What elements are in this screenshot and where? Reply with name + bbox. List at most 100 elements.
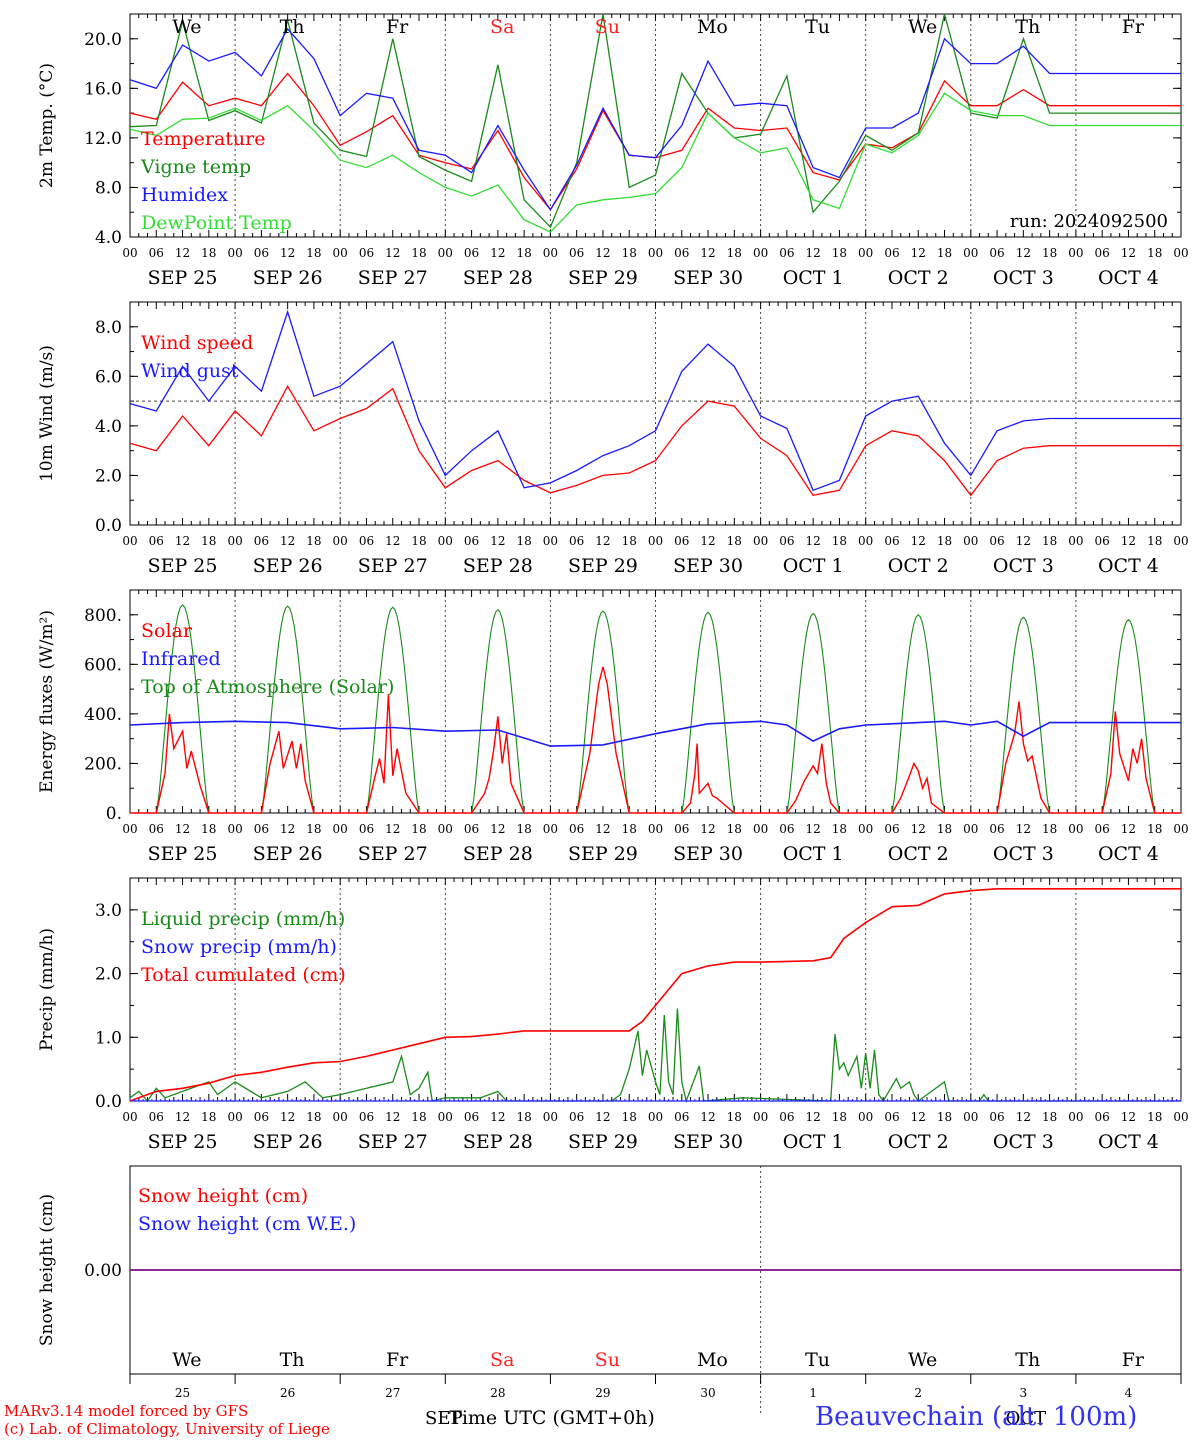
- month-label-oct: OCT: [1006, 1408, 1047, 1429]
- hour-label: 06: [569, 1110, 584, 1124]
- hour-label: 06: [779, 1110, 794, 1124]
- y-tick-label: 4.0: [95, 417, 122, 437]
- date-label: OCT 3: [993, 555, 1054, 577]
- hour-label: 00: [648, 1110, 663, 1124]
- hour-label: 06: [674, 1110, 689, 1124]
- day-number: 4: [1125, 1386, 1133, 1400]
- y-tick-label: 400.: [84, 705, 122, 725]
- series-line-lightgreen: [129, 92, 1181, 233]
- hour-label: 00: [333, 246, 348, 260]
- day-name: Th: [280, 16, 305, 38]
- legend-entry: Snow height (cm): [138, 1185, 308, 1207]
- hour-label: 12: [385, 534, 400, 548]
- hour-label: 00: [543, 822, 558, 836]
- y-tick-label: 8.0: [95, 318, 122, 338]
- y-tick-label: 8.0: [95, 178, 122, 198]
- series-line-green: [129, 13, 1181, 229]
- hour-label: 18: [1147, 534, 1162, 548]
- hour-label: 06: [884, 246, 899, 260]
- y-tick-label: 4.0: [95, 228, 122, 248]
- toa-solar-line: [260, 605, 315, 814]
- hour-label: 18: [727, 246, 742, 260]
- hour-label: 00: [122, 822, 137, 836]
- hour-label: 18: [1042, 534, 1057, 548]
- panel-3: 00 06 12 18 00 06 12 18 00 06 12 18 00 06 12 18 00 06 12 18…: [37, 589, 1189, 865]
- hour-label: 00: [543, 1110, 558, 1124]
- date-label: SEP 30: [673, 843, 743, 865]
- hour-label: 12: [490, 822, 505, 836]
- date-label: OCT 1: [783, 843, 844, 865]
- hour-label: 06: [569, 246, 584, 260]
- hour-label: 18: [516, 534, 531, 548]
- hour-label: 00: [858, 822, 873, 836]
- date-label: SEP 25: [148, 555, 218, 577]
- hour-label: 12: [806, 246, 821, 260]
- hour-label: 12: [595, 534, 610, 548]
- hour-label: 00: [227, 822, 242, 836]
- hour-label: 06: [359, 534, 374, 548]
- hour-label: 12: [1121, 246, 1136, 260]
- hour-label: 00: [227, 246, 242, 260]
- day-number: 27: [385, 1386, 400, 1400]
- date-label: OCT 2: [888, 1131, 949, 1153]
- hour-label: 18: [727, 822, 742, 836]
- date-label: SEP 28: [463, 843, 533, 865]
- date-label: SEP 29: [568, 843, 638, 865]
- date-label: OCT 2: [888, 555, 949, 577]
- date-label: SEP 26: [253, 843, 323, 865]
- hour-label: 00: [1068, 1110, 1083, 1124]
- hour-label: 00: [858, 1110, 873, 1124]
- hour-label: 06: [674, 534, 689, 548]
- hour-label: 12: [280, 246, 295, 260]
- day-name: Fr: [386, 16, 409, 38]
- toa-solar-line: [786, 612, 840, 814]
- hour-label: 00: [1068, 534, 1083, 548]
- hour-label: 12: [490, 534, 505, 548]
- y-axis-label: Energy fluxes (W/m²): [37, 610, 57, 793]
- hour-label: 00: [753, 1110, 768, 1124]
- date-label: OCT 4: [1098, 1131, 1159, 1153]
- day-name: Fr: [386, 1349, 409, 1371]
- hour-label: 12: [175, 1110, 190, 1124]
- y-tick-label: 16.0: [84, 79, 122, 99]
- hour-label: 18: [201, 534, 216, 548]
- hour-label: 18: [727, 1110, 742, 1124]
- hour-label: 12: [595, 1110, 610, 1124]
- hour-label: 06: [1095, 1110, 1110, 1124]
- y-axis-label: 10m Wind (m/s): [37, 345, 57, 482]
- hour-label: 18: [411, 534, 426, 548]
- date-label: SEP 26: [253, 555, 323, 577]
- day-number: 26: [280, 1386, 295, 1400]
- series-line-green: [129, 1008, 1181, 1104]
- hour-label: 00: [753, 246, 768, 260]
- hour-label: 12: [700, 246, 715, 260]
- date-label: OCT 1: [783, 267, 844, 289]
- hour-label: 12: [911, 534, 926, 548]
- hour-label: 18: [1147, 246, 1162, 260]
- hour-label: 18: [201, 1110, 216, 1124]
- date-label: SEP 27: [358, 843, 428, 865]
- hour-label: 12: [1016, 534, 1031, 548]
- hour-label: 06: [359, 822, 374, 836]
- hour-label: 12: [595, 822, 610, 836]
- hour-label: 06: [464, 246, 479, 260]
- hour-label: 12: [1121, 1110, 1136, 1124]
- day-name: Mo: [697, 16, 728, 38]
- y-tick-label: 0.: [106, 804, 122, 824]
- legend-entry: Humidex: [141, 184, 228, 206]
- date-label: SEP 30: [673, 1131, 743, 1153]
- legend-entry: Snow height (cm W.E.): [138, 1213, 356, 1235]
- panel-1: 00 06 12 18 00 06 12 18 00 06 12 18 00 06 12 18 00 06 12 18…: [37, 13, 1189, 289]
- hour-label: 00: [1068, 246, 1083, 260]
- hour-label: 06: [1095, 246, 1110, 260]
- hour-label: 12: [700, 534, 715, 548]
- day-name: Mo: [697, 1349, 728, 1371]
- hour-label: 00: [1173, 534, 1188, 548]
- legend-entry: Temperature: [141, 128, 265, 150]
- panel-4: 00 06 12 18 00 06 12 18 00 06 12 18 00 06 12 18 00 06 12 18…: [37, 877, 1189, 1153]
- hour-label: 12: [490, 246, 505, 260]
- y-tick-label: 2.0: [95, 466, 122, 486]
- hour-label: 12: [385, 822, 400, 836]
- day-number: 28: [490, 1386, 505, 1400]
